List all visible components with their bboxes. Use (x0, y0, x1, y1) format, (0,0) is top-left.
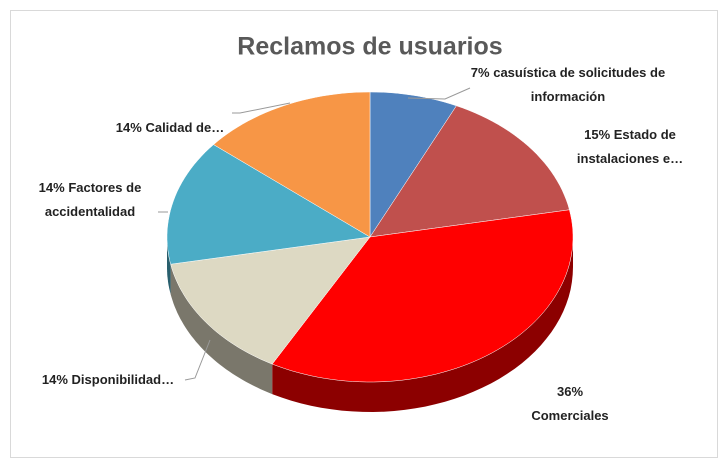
pie-tops (166, 91, 574, 383)
data-label: 15% Estado de instalaciones e… (563, 123, 698, 171)
value-label: 36% (556, 384, 584, 399)
pie-slice-side (272, 237, 573, 412)
category-label: Calidad de… (145, 120, 225, 135)
pie-slice-side (170, 264, 273, 395)
category-label: Estado de instalaciones e… (576, 127, 684, 166)
pie-slice (170, 236, 371, 365)
data-label: 7% casuística de solicitudes de informac… (458, 61, 678, 109)
data-label: 14% Factores de accidentalidad (28, 176, 153, 224)
data-label: 14% Disponibilidad… (8, 368, 208, 392)
category-label: Comerciales (531, 408, 609, 423)
pie-slice (369, 91, 457, 238)
pie-slice (166, 144, 371, 265)
leader-line (184, 339, 211, 381)
leader-line (407, 87, 471, 100)
pie-slice (213, 91, 371, 238)
chart-title: Reclamos de usuarios (237, 33, 502, 61)
category-label: Factores de accidentalidad (44, 180, 142, 219)
leader-lines (158, 87, 471, 381)
value-label: 15% (584, 127, 611, 142)
value-label: 14% (38, 180, 65, 195)
value-label: 14% (115, 120, 142, 135)
leader-line (232, 102, 291, 114)
value-label: 14% (41, 372, 68, 387)
data-label: 14% Calidad de… (90, 116, 250, 140)
pie-slice (369, 105, 570, 238)
data-label: 36% Comerciales (525, 380, 615, 428)
pie-slice (271, 209, 574, 383)
value-label: 7% (470, 65, 490, 80)
category-label: casuística de solicitudes de información (493, 65, 666, 104)
category-label: Disponibilidad… (71, 372, 175, 387)
